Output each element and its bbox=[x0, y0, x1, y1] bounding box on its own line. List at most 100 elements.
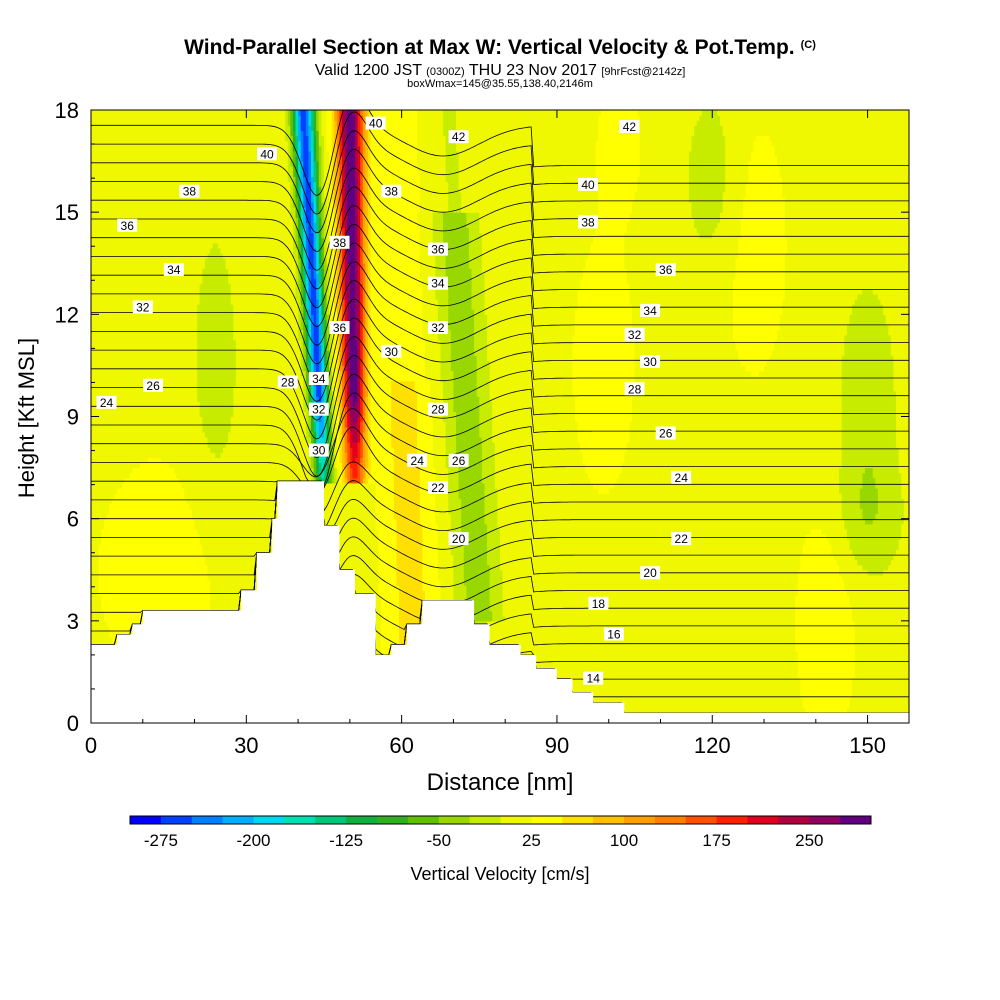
field-cell bbox=[111, 329, 115, 336]
field-cell bbox=[142, 268, 146, 275]
field-cell bbox=[153, 436, 157, 443]
field-cell bbox=[124, 595, 128, 601]
field-cell bbox=[96, 283, 100, 290]
field-cell bbox=[103, 472, 108, 479]
field-cell bbox=[122, 559, 126, 566]
field-cell bbox=[101, 631, 105, 637]
field-cell bbox=[132, 406, 136, 412]
field-cell bbox=[145, 569, 149, 576]
field-cell bbox=[132, 574, 136, 581]
field-cell bbox=[93, 564, 97, 571]
field-cell bbox=[142, 181, 146, 188]
field-cell bbox=[142, 431, 146, 438]
field-cell bbox=[147, 513, 152, 520]
field-cell bbox=[153, 278, 157, 285]
field-cell bbox=[137, 559, 141, 566]
field-cell bbox=[155, 467, 159, 474]
field-cell bbox=[140, 431, 144, 438]
field-cell bbox=[150, 273, 154, 280]
field-cell bbox=[135, 186, 139, 193]
field-cell bbox=[116, 299, 121, 305]
field-cell bbox=[129, 523, 134, 530]
field-cell bbox=[127, 457, 131, 464]
field-cell bbox=[122, 339, 126, 346]
field-cell bbox=[147, 442, 152, 448]
field-cell bbox=[101, 462, 105, 469]
field-cell bbox=[98, 304, 102, 310]
field-cell bbox=[145, 207, 149, 213]
field-cell bbox=[140, 130, 144, 137]
field-cell bbox=[140, 396, 144, 402]
field-cell bbox=[127, 365, 131, 372]
field-cell bbox=[119, 574, 123, 581]
field-cell bbox=[153, 166, 157, 172]
field-cell bbox=[155, 263, 159, 269]
field-cell bbox=[101, 564, 105, 571]
field-cell bbox=[91, 365, 95, 372]
field-cell bbox=[132, 191, 136, 198]
field-cell bbox=[124, 549, 128, 556]
field-cell bbox=[91, 360, 95, 367]
field-cell bbox=[91, 135, 95, 142]
field-cell bbox=[119, 125, 123, 132]
field-cell bbox=[91, 411, 95, 418]
field-cell bbox=[122, 605, 126, 612]
field-cell bbox=[98, 130, 102, 137]
field-cell bbox=[153, 344, 157, 351]
field-cell bbox=[114, 549, 118, 556]
field-cell bbox=[127, 191, 131, 198]
field-cell bbox=[129, 329, 134, 336]
field-cell bbox=[122, 488, 126, 494]
field-cell bbox=[132, 212, 136, 218]
field-cell bbox=[142, 533, 146, 540]
field-cell bbox=[145, 579, 149, 586]
field-cell bbox=[142, 212, 146, 218]
field-cell bbox=[129, 334, 134, 341]
field-cell bbox=[109, 278, 113, 285]
field-cell bbox=[116, 421, 121, 428]
field-cell bbox=[103, 237, 108, 244]
field-cell bbox=[119, 385, 123, 392]
field-cell bbox=[142, 350, 146, 356]
field-cell bbox=[116, 554, 121, 561]
field-cell bbox=[119, 201, 123, 208]
field-cell bbox=[106, 554, 110, 561]
field-cell bbox=[153, 406, 157, 412]
field-cell bbox=[129, 421, 134, 428]
field-cell bbox=[150, 406, 154, 412]
field-cell bbox=[150, 467, 154, 474]
field-cell bbox=[155, 477, 159, 484]
field-cell bbox=[103, 554, 108, 561]
field-cell bbox=[137, 319, 141, 326]
field-cell bbox=[103, 130, 108, 137]
field-cell bbox=[127, 600, 131, 607]
field-cell bbox=[98, 442, 102, 448]
field-cell bbox=[135, 554, 139, 561]
field-cell bbox=[101, 278, 105, 285]
field-cell bbox=[96, 462, 100, 469]
field-cell bbox=[155, 273, 159, 280]
field-cell bbox=[93, 554, 97, 561]
field-cell bbox=[106, 605, 110, 612]
field-cell bbox=[96, 319, 100, 326]
field-cell bbox=[106, 533, 110, 540]
field-cell bbox=[101, 482, 105, 489]
field-cell bbox=[111, 605, 115, 612]
field-cell bbox=[103, 625, 108, 632]
field-cell bbox=[101, 559, 105, 566]
field-cell bbox=[153, 130, 157, 137]
field-cell bbox=[132, 263, 136, 269]
field-cell bbox=[116, 416, 121, 423]
field-cell bbox=[91, 242, 95, 249]
field-cell bbox=[122, 304, 126, 310]
field-cell bbox=[155, 539, 159, 545]
field-cell bbox=[91, 641, 95, 647]
field-cell bbox=[145, 201, 149, 208]
field-cell bbox=[150, 396, 154, 402]
field-cell bbox=[91, 385, 95, 392]
field-cell bbox=[150, 482, 154, 489]
field-cell bbox=[116, 493, 121, 499]
field-cell bbox=[129, 360, 134, 367]
field-cell bbox=[116, 574, 121, 581]
field-cell bbox=[122, 324, 126, 331]
